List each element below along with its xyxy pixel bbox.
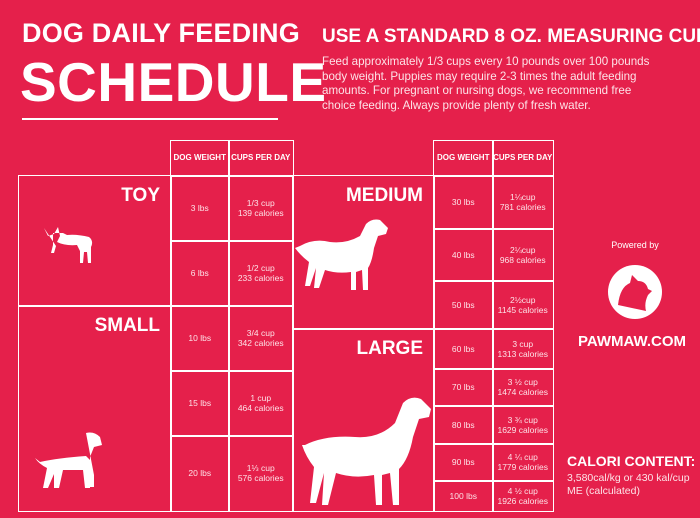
weight-cell: 70 lbs [433,368,494,407]
calorie-text: 3,580cal/kg or 430 kal/cup ME (calculate… [567,472,690,497]
weight-cell: 3 lbs [170,175,230,242]
column-header: CUPS PER DAY [492,140,554,177]
calories: 1474 calories [497,387,549,398]
large-dog [302,397,431,505]
cups-cell: 1 cup 464 calories [228,370,294,437]
group-cell [292,328,435,512]
weight-cell: 30 lbs [433,175,494,230]
cups-cell: 1¼cup 781 calories [492,175,554,230]
brand-name: PAWMAW.COM [577,333,687,350]
calories: 1313 calories [497,348,549,359]
column-header: DOG WEIGHT [433,140,494,177]
calorie-heading: CALORI CONTENT: [567,453,696,469]
weight-cell: 90 lbs [433,443,494,482]
cups-cell: 4 ¼ cup 1779 calories [492,443,554,482]
column-header: DOG WEIGHT [170,140,230,177]
group-label: LARGE [356,338,424,359]
cups: 3 ¾ cup [507,414,538,425]
calories: 342 calories [237,338,284,349]
calories: 233 calories [237,273,284,284]
cups: 2½cup [509,294,536,305]
group-cell [18,305,172,512]
cups: 4 ½ cup [507,485,538,496]
medium-dog [295,219,388,290]
calories: 1629 calories [497,424,549,435]
cups-cell: 4 ½ cup 1926 calories [492,480,554,512]
cups: 1¼cup [509,192,536,203]
brand-logo [608,265,662,319]
cups-cell: 3 ½ cup 1474 calories [492,368,554,407]
cups-cell: 2½cup 1145 calories [492,280,554,330]
cups: 1/2 cup [246,263,275,274]
calories: 139 calories [237,208,284,219]
calories: 781 calories [499,202,546,213]
title-line: SCHEDULE [20,51,327,113]
weight-cell: 10 lbs [170,305,230,372]
group-label: TOY [121,185,160,206]
weight-cell: 40 lbs [433,228,494,282]
toy-dog [44,227,93,263]
column-header: CUPS PER DAY [228,140,294,177]
weight-cell: 100 lbs [433,480,494,512]
small-dog [35,432,102,488]
calories: 1145 calories [497,304,548,315]
cups-cell: 1/3 cup 139 calories [228,175,294,242]
calories: 464 calories [237,403,284,414]
cups: 4 ¼ cup [507,452,538,463]
weight-cell: 15 lbs [170,370,230,437]
cups-cell: 1⅓ cup 576 calories [228,435,294,512]
cups: 3 cup [512,338,534,349]
cups-cell: 1/2 cup 233 calories [228,240,294,307]
cups: 1/3 cup [246,198,275,209]
group-label: SMALL [94,315,160,336]
weight-cell: 50 lbs [433,280,494,330]
cups: 1⅓ cup [246,463,275,474]
cups-cell: 3/4 cup 342 calories [228,305,294,372]
weight-cell: 6 lbs [170,240,230,307]
cups-cell: 2¼cup 968 calories [492,228,554,282]
weight-cell: 80 lbs [433,405,494,445]
powered-by: Powered by [611,240,659,250]
weight-cell: 20 lbs [170,435,230,512]
instructions-text: Feed approximately 1/3 cups every 10 pou… [322,55,650,112]
calories: 968 calories [499,254,546,265]
calories: 1926 calories [497,495,549,506]
cups: 3/4 cup [246,328,275,339]
title-line: DOG DAILY FEEDING [22,18,300,48]
title-rule [22,118,278,120]
cups: 3 ½ cup [507,377,538,388]
group-cell [292,175,435,330]
weight-cell: 60 lbs [433,328,494,370]
group-label: MEDIUM [345,185,423,206]
cups-cell: 3 cup 1313 calories [492,328,554,370]
cups-cell: 3 ¾ cup 1629 calories [492,405,554,445]
calories: 1779 calories [497,462,549,473]
calories: 576 calories [237,473,284,484]
instructions-heading: USE A STANDARD 8 OZ. MEASURING CUP [322,26,700,47]
cups: 1 cup [250,393,272,404]
cups: 2¼cup [509,244,536,255]
